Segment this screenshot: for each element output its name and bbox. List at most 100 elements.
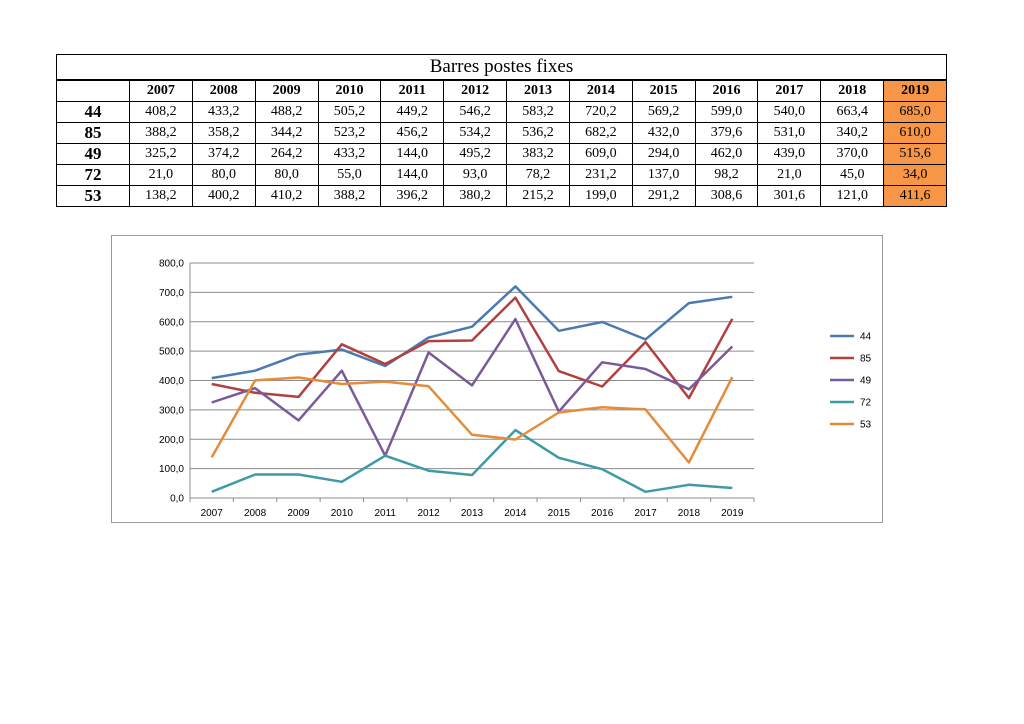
table-cell: 21,0 [129, 164, 193, 186]
table-cell: 569,2 [631, 101, 696, 123]
table-cell: 374,2 [191, 143, 256, 165]
table-cell: 396,2 [380, 185, 445, 207]
table-cell: 540,0 [757, 101, 822, 123]
table-cell: 663,4 [820, 101, 885, 123]
table-cell: 308,6 [694, 185, 759, 207]
x-tick-label: 2011 [374, 508, 396, 519]
row-label: 72 [56, 164, 130, 186]
table-cell: 137,0 [631, 164, 696, 186]
table-cell: 98,2 [694, 164, 759, 186]
year-header-2011: 2011 [380, 79, 445, 102]
table-cell: 358,2 [191, 122, 256, 144]
table-cell: 515,6 [883, 143, 947, 165]
y-tick-label: 700,0 [159, 288, 184, 299]
corner-cell [56, 79, 130, 102]
table-cell: 301,6 [757, 185, 822, 207]
table-cell: 410,2 [254, 185, 319, 207]
x-tick-label: 2018 [678, 508, 701, 519]
table-cell: 144,0 [380, 143, 445, 165]
table-cell: 505,2 [317, 101, 382, 123]
y-tick-label: 500,0 [159, 347, 184, 358]
series-line-53 [210, 376, 734, 464]
table-cell: 400,2 [191, 185, 256, 207]
table-cell: 199,0 [568, 185, 633, 207]
row-label: 85 [56, 122, 130, 144]
table-cell: 495,2 [443, 143, 508, 165]
table-cell: 294,0 [631, 143, 696, 165]
y-tick-label: 800,0 [159, 259, 184, 270]
table-cell: 599,0 [694, 101, 759, 123]
year-header-2017: 2017 [757, 79, 822, 102]
table-cell: 380,2 [443, 185, 508, 207]
year-header-2018: 2018 [820, 79, 885, 102]
y-tick-label: 600,0 [159, 317, 184, 328]
row-label: 53 [56, 185, 130, 207]
table-cell: 682,2 [568, 122, 633, 144]
table-cell: 80,0 [254, 164, 319, 186]
table-cell: 531,0 [757, 122, 822, 144]
series-line-49 [211, 317, 734, 457]
table-cell: 433,2 [191, 101, 256, 123]
table-cell: 344,2 [254, 122, 319, 144]
table-cell: 583,2 [506, 101, 570, 123]
table-cell: 388,2 [129, 122, 193, 144]
table-cell: 80,0 [191, 164, 256, 186]
table-row: 49 325,2 374,2 264,2 433,2 144,0 495,2 383,2 609… [56, 143, 947, 165]
x-tick-label: 2013 [461, 508, 484, 519]
x-tick-label: 2015 [548, 508, 571, 519]
legend-label-72: 72 [860, 398, 872, 409]
table-cell: 439,0 [757, 143, 822, 165]
x-tick-label: 2008 [244, 508, 267, 519]
series-line-85 [211, 296, 734, 400]
year-header-2012: 2012 [443, 79, 508, 102]
table-cell: 370,0 [820, 143, 885, 165]
series-line-44 [211, 285, 733, 380]
table-cell: 55,0 [317, 164, 382, 186]
table-row: 72 21,0 80,0 80,0 55,0 144,0 93,0 78,2 231,2 137,… [56, 164, 947, 186]
table-cell: 536,2 [506, 122, 570, 144]
table-cell: 379,6 [694, 122, 759, 144]
table-cell: 264,2 [254, 143, 319, 165]
x-tick-label: 2010 [331, 508, 354, 519]
table-cell: 488,2 [254, 101, 319, 123]
x-tick-label: 2017 [634, 508, 657, 519]
year-header-2016: 2016 [694, 79, 759, 102]
table-cell: 720,2 [568, 101, 633, 123]
table-cell: 411,6 [883, 185, 947, 207]
table-cell: 291,2 [631, 185, 696, 207]
line-chart: 0,0 100,0 200,0 300,0 400,0 500,0 600,0 700,0 80… [111, 235, 883, 523]
y-tick-label: 0,0 [170, 494, 184, 505]
table-row: 53 138,2 400,2 410,2 388,2 396,2 380,2 215,2 199… [56, 185, 947, 207]
table-cell: 215,2 [506, 185, 570, 207]
data-table: Barres postes fixes 2007 2008 2009 2010 2011… [56, 54, 947, 207]
table-cell: 523,2 [317, 122, 382, 144]
year-header-2007: 2007 [129, 79, 193, 102]
table-cell: 610,0 [883, 122, 947, 144]
year-header-2009: 2009 [254, 79, 319, 102]
table-cell: 144,0 [380, 164, 445, 186]
table-cell: 45,0 [820, 164, 885, 186]
table-cell: 93,0 [443, 164, 508, 186]
table-cell: 546,2 [443, 101, 508, 123]
table-body: 44 408,2 433,2 488,2 505,2 449,2 546,2 583,2 720… [56, 101, 947, 207]
year-header-2008: 2008 [191, 79, 256, 102]
table-cell: 609,0 [568, 143, 633, 165]
table-title: Barres postes fixes [56, 54, 947, 81]
y-tick-label: 100,0 [159, 464, 184, 475]
data-table-container: Barres postes fixes 2007 2008 2009 2010 2011… [56, 54, 947, 207]
table-cell: 685,0 [883, 101, 947, 123]
x-tick-label: 2019 [721, 508, 744, 519]
x-tick-label: 2014 [504, 508, 527, 519]
y-tick-label: 300,0 [159, 405, 184, 416]
series-line-72 [211, 428, 733, 494]
year-header-2014: 2014 [568, 79, 633, 102]
table-cell: 138,2 [129, 185, 193, 207]
y-tick-label: 400,0 [159, 376, 184, 387]
table-cell: 383,2 [506, 143, 570, 165]
table-cell: 78,2 [506, 164, 570, 186]
table-cell: 462,0 [694, 143, 759, 165]
y-tick-label: 200,0 [159, 435, 184, 446]
table-cell: 21,0 [757, 164, 822, 186]
table-cell: 456,2 [380, 122, 445, 144]
x-tick-label: 2012 [417, 508, 440, 519]
